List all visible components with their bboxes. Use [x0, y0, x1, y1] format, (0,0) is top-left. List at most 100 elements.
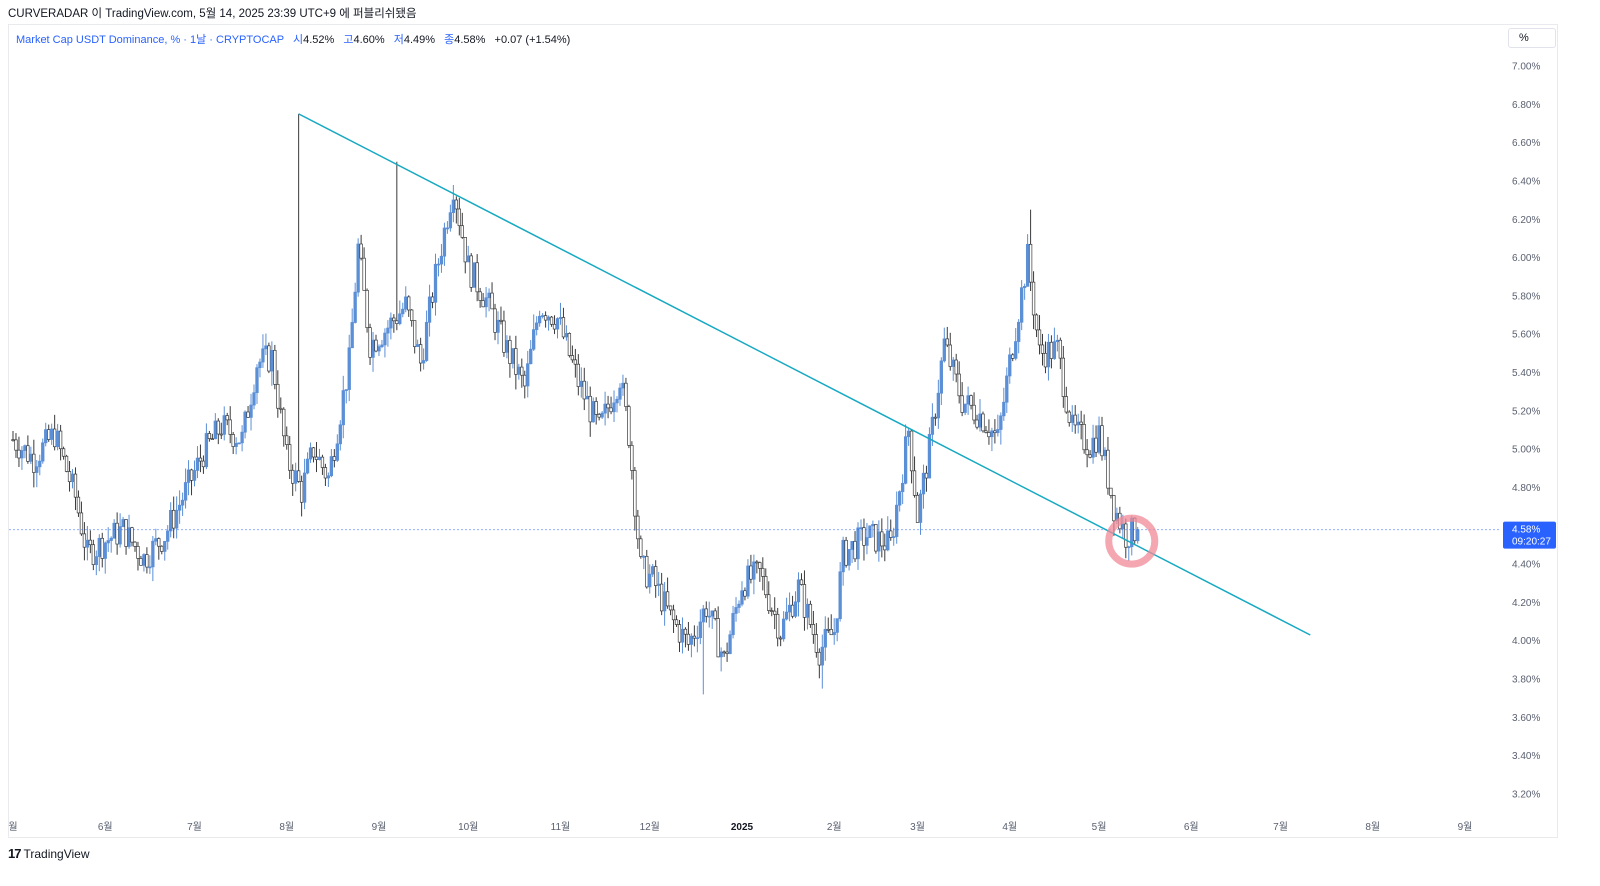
candle-body: [752, 561, 756, 580]
candle-body: [579, 380, 583, 387]
candle-body: [493, 308, 497, 333]
candle-body: [981, 413, 985, 432]
candle-body: [377, 346, 381, 352]
candle-body: [192, 470, 197, 481]
candle-body: [787, 604, 792, 613]
y-tick-label: 6.40%: [1512, 176, 1540, 187]
candle-body: [478, 291, 482, 301]
candle-body: [990, 430, 994, 438]
candle-body: [740, 590, 744, 605]
candle-body: [945, 338, 949, 346]
candle-body: [558, 317, 563, 319]
price-axis: 7.00% 6.80% 6.60% 6.40% 6.20% 6.00% 5.80% 5.60%…: [1512, 62, 1540, 801]
candle-body: [767, 594, 771, 611]
y-tick-label: 4.40%: [1512, 560, 1540, 571]
candle-body: [70, 473, 75, 483]
candle-body: [722, 651, 726, 654]
candle-body: [296, 470, 301, 482]
candle-body: [508, 340, 512, 364]
footer-brand: TradingView: [23, 846, 90, 861]
candle-body: [927, 434, 932, 479]
candle-body: [686, 633, 691, 645]
candle-body: [633, 470, 637, 517]
candle-body: [850, 540, 854, 550]
percent-scale-button[interactable]: %: [1508, 28, 1556, 48]
candle-body: [225, 415, 229, 421]
y-tick-label: 5.20%: [1512, 406, 1540, 417]
candle-body: [1073, 414, 1077, 426]
candle-body: [484, 297, 488, 308]
candle-body: [174, 509, 179, 529]
symbol-title[interactable]: Market Cap USDT Dominance, % · 1날 · CRYP…: [16, 34, 284, 46]
candle-body: [127, 527, 131, 547]
candle-body: [1022, 286, 1027, 289]
candle-body: [430, 296, 435, 303]
candle-body: [820, 646, 824, 666]
close-value: 4.58%: [454, 34, 486, 46]
candle-body: [11, 439, 15, 441]
candle-body: [814, 634, 819, 653]
candle-body: [29, 453, 33, 462]
candle-body: [326, 475, 331, 479]
publish-info: CURVERADAR 이 TradingView.com, 5월 14, 202…: [8, 8, 417, 20]
candle-body: [511, 348, 515, 364]
candle-body: [802, 584, 807, 618]
candle-body: [1124, 523, 1128, 548]
candle-body: [1136, 529, 1140, 542]
candle-body: [951, 359, 955, 367]
candle-body: [213, 420, 217, 440]
candle-body: [939, 360, 943, 394]
candle-body: [273, 349, 277, 385]
x-tick-label: 9월: [1458, 821, 1473, 833]
candle-body: [1058, 339, 1062, 359]
candle-body: [671, 609, 676, 621]
candle-body: [201, 460, 206, 468]
candle-body: [26, 445, 30, 462]
candle-body: [53, 428, 57, 448]
candle-body: [243, 411, 247, 433]
candle-body: [960, 395, 964, 413]
candle-body: [695, 637, 699, 640]
candle-body: [716, 618, 720, 658]
candle-body: [311, 447, 316, 458]
candle-body: [463, 237, 467, 263]
candle-body: [73, 473, 78, 498]
candle-body: [392, 317, 396, 322]
candle-body: [1070, 414, 1074, 423]
candle-body: [796, 579, 801, 603]
candle-body: [817, 651, 821, 666]
candle-body: [564, 333, 569, 338]
candle-body: [692, 635, 697, 639]
candle-body: [210, 438, 215, 440]
chart-pane[interactable]: [8, 24, 1558, 838]
candle-body: [249, 404, 253, 418]
candle-body: [924, 472, 929, 479]
candle-body: [972, 404, 976, 421]
footer-logo[interactable]: 17 TradingView: [8, 846, 90, 861]
candle-body: [523, 374, 527, 387]
candle-body: [160, 545, 164, 552]
candle-body: [472, 262, 476, 288]
candle-body: [537, 315, 542, 324]
candle-body: [177, 504, 182, 511]
candle-body: [475, 262, 479, 293]
candle-body: [764, 576, 768, 596]
y-tick-label: 7.00%: [1512, 62, 1540, 73]
candle-body: [436, 263, 441, 266]
candle-body: [308, 447, 313, 460]
candle-body: [1064, 396, 1068, 413]
candle-body: [261, 348, 265, 363]
candle-body: [707, 615, 711, 618]
candle-body: [1109, 487, 1113, 496]
candle-body: [725, 651, 729, 654]
candle-body: [195, 457, 200, 471]
candle-body: [270, 349, 274, 372]
candle-body: [1031, 281, 1036, 316]
candle-body: [1002, 401, 1006, 417]
candle-body: [55, 430, 60, 448]
candle-body: [880, 531, 884, 547]
candle-body: [356, 243, 360, 293]
candle-body: [912, 470, 917, 496]
candle-body: [207, 433, 212, 439]
